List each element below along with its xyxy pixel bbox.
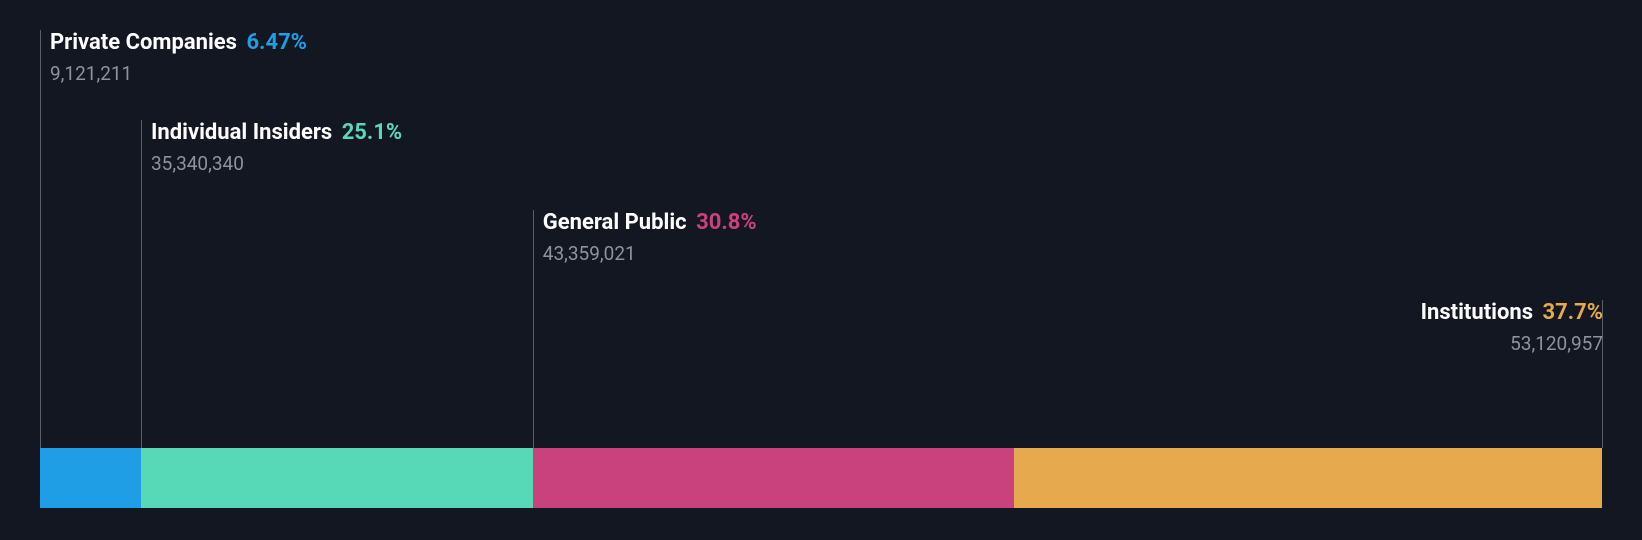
segment-individual-insiders <box>141 448 533 508</box>
leader-private-companies <box>40 30 41 448</box>
label-pct-private-companies: 6.47% <box>246 30 307 55</box>
label-value-individual-insiders: 35,340,340 <box>151 152 402 175</box>
label-name-institutions: Institutions <box>1421 300 1533 325</box>
label-value-institutions: 53,120,957 <box>1421 332 1603 355</box>
stacked-bar-track <box>40 448 1602 508</box>
label-name-general-public: General Public <box>543 210 687 235</box>
label-value-private-companies: 9,121,211 <box>50 62 307 85</box>
label-institutions: Institutions 37.7% 53,120,957 <box>1421 300 1603 355</box>
label-value-general-public: 43,359,021 <box>543 242 757 265</box>
label-general-public: General Public 30.8% 43,359,021 <box>543 210 757 265</box>
label-pct-individual-insiders: 25.1% <box>342 120 403 145</box>
label-name-private-companies: Private Companies <box>50 30 237 55</box>
label-pct-general-public: 30.8% <box>696 210 757 235</box>
label-name-individual-insiders: Individual Insiders <box>151 120 332 145</box>
leader-individual-insiders <box>141 120 142 448</box>
segment-institutions <box>1014 448 1602 508</box>
label-pct-institutions: 37.7% <box>1542 300 1603 325</box>
segment-private-companies <box>40 448 141 508</box>
ownership-breakdown-chart: Private Companies 6.47% 9,121,211 Individu… <box>0 0 1642 540</box>
segment-general-public <box>533 448 1014 508</box>
leader-general-public <box>533 210 534 448</box>
label-individual-insiders: Individual Insiders 25.1% 35,340,340 <box>151 120 402 175</box>
label-private-companies: Private Companies 6.47% 9,121,211 <box>50 30 307 85</box>
